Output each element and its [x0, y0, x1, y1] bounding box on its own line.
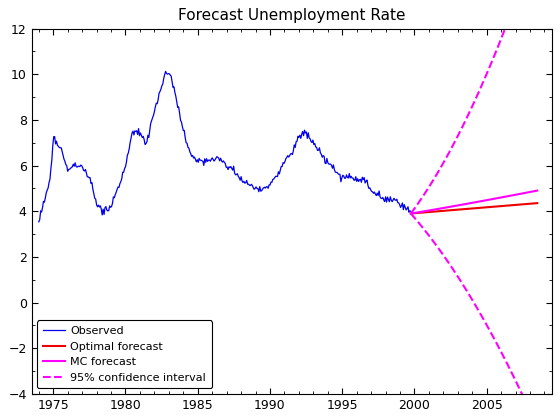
MC forecast: [473, 200, 479, 205]
95% confidence interval: [473, 96, 479, 101]
MC forecast: [408, 211, 414, 216]
MC forecast: [528, 189, 534, 194]
95% confidence interval: [408, 211, 414, 216]
Line: Optimal forecast: Optimal forecast: [411, 203, 537, 213]
Observed: [157, 89, 164, 94]
Line: Observed: Observed: [39, 71, 411, 222]
Line: 95% confidence interval: 95% confidence interval: [411, 0, 537, 213]
Optimal forecast: [408, 211, 414, 216]
Title: Forecast Unemployment Rate: Forecast Unemployment Rate: [178, 8, 405, 24]
MC forecast: [534, 188, 540, 193]
Observed: [408, 209, 414, 214]
Optimal forecast: [528, 201, 534, 206]
Observed: [270, 176, 277, 181]
Optimal forecast: [473, 206, 479, 211]
MC forecast: [437, 206, 444, 211]
Optimal forecast: [483, 205, 489, 210]
Observed: [80, 168, 87, 173]
Optimal forecast: [432, 209, 438, 214]
Observed: [35, 219, 42, 224]
MC forecast: [483, 198, 489, 203]
Observed: [305, 130, 311, 135]
Observed: [307, 136, 314, 141]
MC forecast: [524, 190, 530, 195]
95% confidence interval: [432, 175, 438, 180]
Optimal forecast: [437, 209, 444, 214]
Line: MC forecast: MC forecast: [411, 191, 537, 213]
Optimal forecast: [524, 202, 530, 207]
Observed: [184, 141, 190, 146]
Optimal forecast: [534, 201, 540, 206]
95% confidence interval: [483, 73, 489, 78]
Legend: Observed, Optimal forecast, MC forecast, 95% confidence interval: Observed, Optimal forecast, MC forecast,…: [37, 320, 212, 388]
Observed: [162, 69, 169, 74]
MC forecast: [432, 207, 438, 212]
95% confidence interval: [437, 166, 444, 171]
